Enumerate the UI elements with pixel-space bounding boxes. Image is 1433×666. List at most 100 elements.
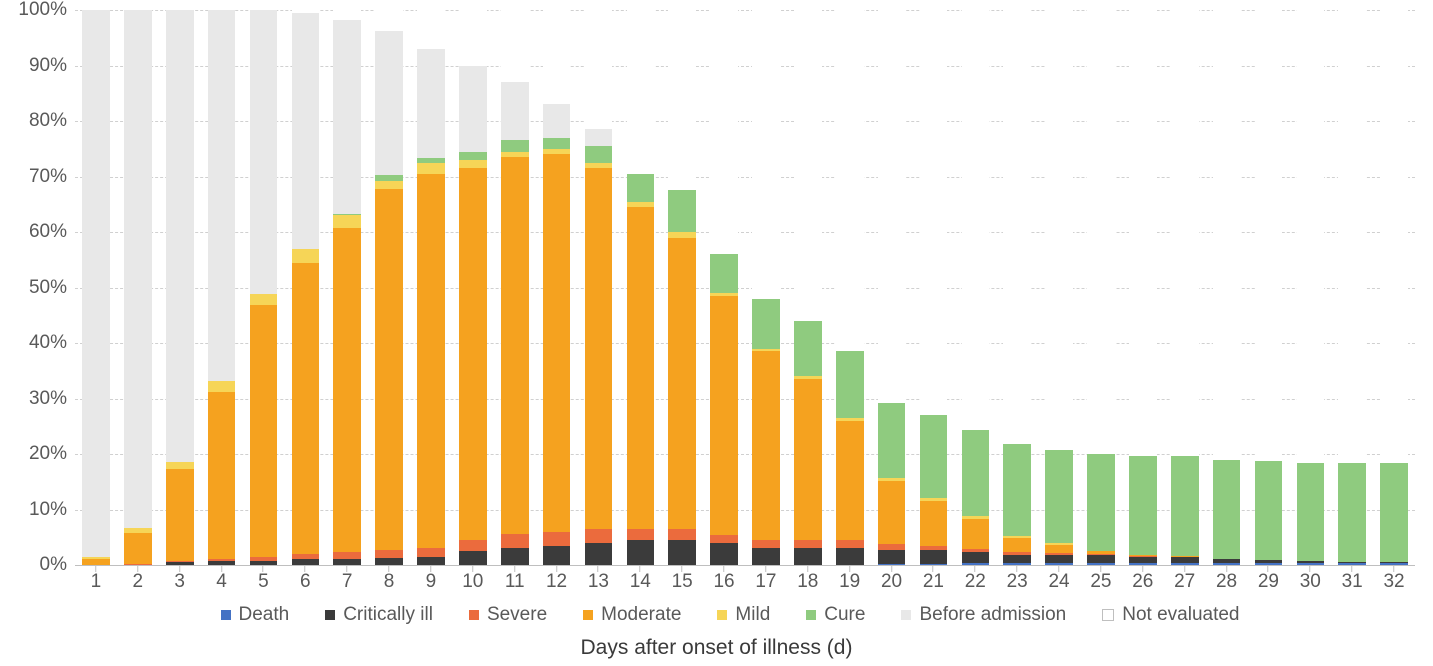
bars-container	[75, 10, 1415, 565]
bar-segment-before-admission	[166, 10, 194, 462]
bar-segment-critically-ill	[459, 551, 487, 565]
x-tick-mark	[388, 565, 389, 572]
bar	[417, 10, 445, 565]
y-tick-label: 80%	[29, 110, 75, 132]
bar-segment-critically-ill	[752, 548, 780, 565]
bar-segment-not-evaluated	[1213, 10, 1241, 460]
bar-segment-before-admission	[333, 20, 361, 214]
bar-segment-cure	[794, 321, 822, 377]
bar-segment-mild	[333, 215, 361, 227]
bar-segment-moderate	[627, 207, 655, 529]
bar-segment-severe	[375, 550, 403, 558]
bar-segment-cure	[1297, 463, 1325, 560]
bar-segment-moderate	[375, 189, 403, 550]
bar-slot	[1122, 10, 1164, 565]
bar-slot	[703, 10, 745, 565]
bar-segment-cure	[1129, 456, 1157, 555]
x-tick-mark	[221, 565, 222, 572]
bar-slot	[745, 10, 787, 565]
bar-segment-not-evaluated	[710, 10, 738, 254]
bar	[1297, 10, 1325, 565]
bar-segment-before-admission	[250, 10, 278, 294]
bar-segment-mild	[375, 181, 403, 189]
x-tick-mark	[305, 565, 306, 572]
bar-segment-moderate	[459, 168, 487, 540]
bar-segment-critically-ill	[1003, 555, 1031, 563]
bar-segment-critically-ill	[585, 543, 613, 565]
bar-segment-cure	[1255, 461, 1283, 560]
x-tick-mark	[1142, 565, 1143, 572]
x-tick-mark	[263, 565, 264, 572]
bar-segment-moderate	[333, 228, 361, 553]
x-tick-mark	[723, 565, 724, 572]
bar-slot	[1289, 10, 1331, 565]
bar-segment-before-admission	[543, 104, 571, 137]
bar-segment-moderate	[208, 392, 236, 559]
bar-segment-moderate	[1045, 545, 1073, 553]
bar-segment-critically-ill	[668, 540, 696, 565]
y-tick-label: 60%	[29, 221, 75, 243]
legend-swatch	[221, 610, 231, 620]
bar-segment-moderate	[668, 238, 696, 529]
bar-slot	[1206, 10, 1248, 565]
bar-segment-severe	[543, 532, 571, 546]
legend-item-cure: Cure	[806, 604, 865, 626]
bar-segment-not-evaluated	[836, 10, 864, 351]
legend-item-mild: Mild	[717, 604, 770, 626]
bar	[250, 10, 278, 565]
bar-slot	[536, 10, 578, 565]
bar-slot	[1080, 10, 1122, 565]
y-tick-label: 100%	[18, 0, 75, 21]
bar-segment-before-admission	[82, 10, 110, 557]
bar-segment-critically-ill	[627, 540, 655, 565]
bar-segment-cure	[627, 174, 655, 202]
bar-slot	[829, 10, 871, 565]
axis-baseline	[75, 565, 1415, 566]
bar-segment-cure	[1338, 463, 1366, 562]
bar	[1380, 10, 1408, 565]
x-axis-title: Days after onset of illness (d)	[0, 636, 1433, 660]
bar-segment-mild	[292, 249, 320, 263]
bar-slot	[1164, 10, 1206, 565]
bar-segment-severe	[710, 535, 738, 543]
bar-segment-critically-ill	[543, 546, 571, 565]
bar	[459, 10, 487, 565]
bar	[962, 10, 990, 565]
legend-swatch	[901, 610, 911, 620]
bar-segment-not-evaluated	[1171, 10, 1199, 456]
bar-segment-cure	[920, 415, 948, 498]
bar	[292, 10, 320, 565]
x-tick-mark	[430, 565, 431, 572]
bar-segment-not-evaluated	[1129, 10, 1157, 456]
bar-segment-severe	[668, 529, 696, 540]
legend-item-before-admission: Before admission	[901, 604, 1066, 626]
bar-slot	[1373, 10, 1415, 565]
x-tick-mark	[1226, 565, 1227, 572]
bar-segment-severe	[333, 552, 361, 559]
bar	[375, 10, 403, 565]
bar	[208, 10, 236, 565]
bar-segment-before-admission	[501, 82, 529, 140]
bar-segment-moderate	[292, 263, 320, 554]
bar-segment-moderate	[752, 351, 780, 540]
bar	[1003, 10, 1031, 565]
bar-segment-moderate	[250, 305, 278, 558]
bar-segment-critically-ill	[1087, 555, 1115, 563]
bar-segment-moderate	[920, 501, 948, 545]
bar-segment-moderate	[836, 421, 864, 540]
bar-slot	[913, 10, 955, 565]
bar-segment-cure	[752, 299, 780, 349]
bar-segment-mild	[417, 163, 445, 174]
bar-segment-not-evaluated	[668, 10, 696, 190]
bar-slot	[619, 10, 661, 565]
x-tick-mark	[681, 565, 682, 572]
bar-slot	[787, 10, 829, 565]
bar-segment-not-evaluated	[585, 10, 613, 129]
bar-slot	[1038, 10, 1080, 565]
bar-segment-before-admission	[585, 129, 613, 146]
bar-segment-moderate	[710, 296, 738, 535]
bar-segment-critically-ill	[878, 550, 906, 564]
x-tick-mark	[95, 565, 96, 572]
bar-segment-critically-ill	[794, 548, 822, 565]
bar-slot	[494, 10, 536, 565]
